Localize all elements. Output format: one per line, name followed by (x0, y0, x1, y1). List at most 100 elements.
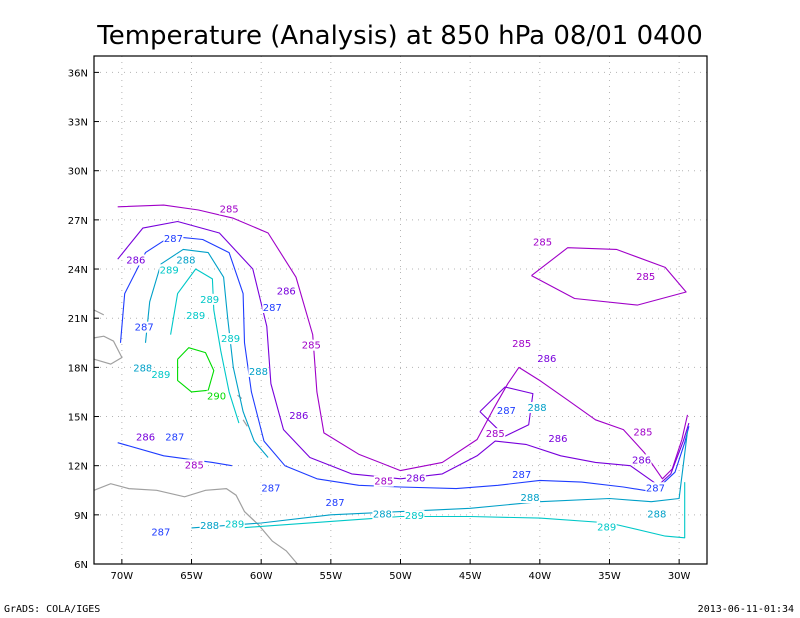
y-tick-label: 15N (68, 413, 88, 424)
contour-label: 287 (164, 234, 183, 245)
contour-label: 289 (186, 311, 205, 322)
x-tick-label: 45W (459, 571, 482, 582)
contour-label: 287 (261, 483, 280, 494)
contour-label: 286 (289, 411, 308, 422)
contour-label: 287 (151, 528, 170, 539)
contour-line-288 (191, 431, 689, 529)
coastline (93, 483, 298, 565)
contour-label: 288 (527, 403, 546, 414)
contour-label: 285 (533, 237, 552, 248)
y-tick-label: 12N (68, 462, 88, 473)
y-tick-label: 33N (68, 118, 88, 129)
contour-label: 289 (221, 334, 240, 345)
contour-label: 288 (521, 493, 540, 504)
contour-label-bg (511, 469, 532, 481)
contour-label: 286 (548, 434, 567, 445)
contour-label-bg (631, 454, 652, 466)
y-tick-label: 36N (68, 68, 88, 79)
contour-label-bg (635, 270, 656, 282)
contour-label: 285 (512, 339, 531, 350)
contour-labels: 285 285 285 285 285 285 285 285 285 286 286 286 286 2… (125, 203, 667, 539)
contour-label-bg (520, 492, 541, 504)
contour-label: 288 (647, 509, 666, 520)
contour-label-bg (132, 362, 153, 374)
contour-label: 288 (249, 367, 268, 378)
contour-label: 285 (486, 429, 505, 440)
contour-label-bg (175, 254, 196, 266)
contour-label: 287 (135, 323, 154, 334)
contour-label-bg (220, 333, 241, 345)
contour-label-bg (125, 254, 146, 266)
coastline (242, 419, 248, 427)
contour-label: 287 (512, 470, 531, 481)
chart-title: Temperature (Analysis) at 850 hPa 08/01 … (96, 21, 702, 51)
contour-label: 287 (497, 406, 516, 417)
y-tick-label: 18N (68, 363, 88, 374)
contour-label-bg (134, 321, 155, 333)
contour-label: 289 (405, 511, 424, 522)
x-tick-label: 60W (250, 571, 273, 582)
contour-label-bg (532, 236, 553, 248)
contour-line-286 (117, 220, 690, 486)
contour-label: 289 (200, 295, 219, 306)
contour-line-290 (177, 347, 215, 393)
contour-label-bg (536, 352, 557, 364)
contour-label-bg (224, 518, 245, 530)
contour-label: 289 (160, 265, 179, 276)
y-tick-label: 21N (68, 314, 88, 325)
contour-label-bg (276, 285, 297, 297)
contour-label-bg (185, 310, 206, 322)
contour-line-285 (531, 247, 687, 306)
contour-label-bg (373, 475, 394, 487)
coastline (93, 335, 123, 365)
contour-label-bg (150, 526, 171, 538)
y-tick-label: 27N (68, 216, 88, 227)
y-tick-label: 6N (74, 560, 88, 571)
x-axis-ticks: 70W 65W 60W 55W 50W 45W 40W 35W 30W (111, 559, 691, 582)
footer-credit: GrADS: COLA/IGES (4, 604, 101, 615)
contour-label: 288 (373, 509, 392, 520)
contour-label: 287 (325, 498, 344, 509)
contour-label-bg (301, 339, 322, 351)
contour-label-bg (645, 482, 666, 494)
x-tick-label: 30W (668, 571, 691, 582)
contour-label: 288 (133, 364, 152, 375)
x-tick-label: 40W (529, 571, 552, 582)
contour-label: 285 (185, 460, 204, 471)
contour-label-bg (219, 203, 240, 215)
contour-label: 285 (220, 205, 239, 216)
contour-label: 288 (176, 255, 195, 266)
contour-label-bg (646, 508, 667, 520)
contour-label-bg (527, 401, 548, 413)
contour-label-bg (248, 365, 269, 377)
contour-label-bg (206, 390, 227, 402)
contour-label-bg (404, 510, 425, 522)
y-axis-ticks: 6N 9N 12N 15N 18N 21N 24N 27N 30N 33N 36N (68, 68, 99, 571)
contour-label-bg (547, 433, 568, 445)
x-tick-label: 35W (598, 571, 621, 582)
contour-line-289 (170, 268, 240, 424)
contour-label-bg (135, 431, 156, 443)
contour-label: 287 (646, 483, 665, 494)
contour-label: 285 (636, 272, 655, 283)
plot-frame (93, 55, 708, 565)
footer-timestamp: 2013-06-11-01:34 (697, 604, 794, 615)
contour-label-bg (260, 482, 281, 494)
grid-lines (94, 56, 707, 565)
contour-label-bg (372, 508, 393, 520)
contour-label: 286 (632, 455, 651, 466)
contour-label-bg (150, 369, 171, 381)
contour-label-bg (199, 519, 220, 531)
contour-label-bg (163, 233, 184, 245)
contour-label: 290 (207, 391, 226, 402)
x-tick-label: 65W (180, 571, 203, 582)
contour-label-bg (485, 428, 506, 440)
contour-label: 285 (302, 341, 321, 352)
contour-line-287 (117, 442, 232, 467)
contour-label-bg (288, 410, 309, 422)
contour-label: 286 (537, 354, 556, 365)
contour-label: 286 (277, 287, 296, 298)
y-tick-label: 9N (74, 511, 88, 522)
contour-label: 287 (263, 303, 282, 314)
contour-label: 289 (225, 519, 244, 530)
